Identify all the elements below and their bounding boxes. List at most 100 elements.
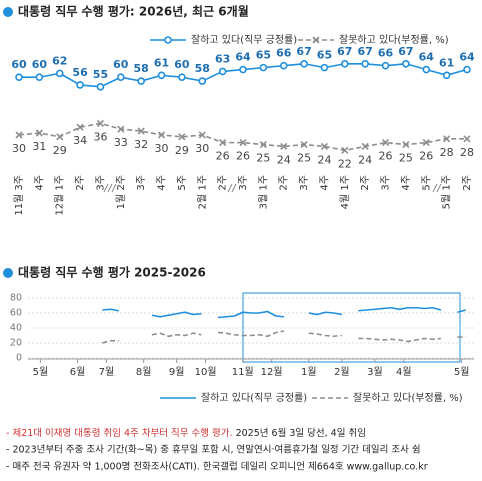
point [320, 142, 329, 151]
x-tick-label: 3주 [381, 175, 392, 191]
data-label: 32 [134, 138, 148, 151]
point [76, 123, 84, 131]
data-label: 62 [52, 54, 67, 67]
data-label: 25 [399, 152, 413, 165]
chart-title: 대통령 직무 수행 평가: 2026년, 최근 6개월 [18, 4, 249, 19]
data-label: 60 [32, 58, 48, 71]
x-tick-label: 4월 [396, 366, 412, 378]
x-tick-label: 5월 [454, 366, 470, 378]
footnote-highlight: - 제21대 이재명 대통령 취임 4주 차부터 직무 수행 평가. [6, 427, 233, 439]
x-tick-label: 5월 1주 [441, 175, 453, 209]
data-label: 24 [277, 153, 291, 166]
point [402, 59, 410, 68]
data-label: 36 [93, 130, 107, 143]
legend-label: 잘못하고 있다(부정률, %) [353, 391, 463, 404]
point [402, 140, 410, 149]
x-tick-label: 3월 1주 [257, 175, 269, 209]
point [361, 59, 369, 68]
y-tick-label: 40 [10, 323, 22, 334]
x-tick-label: 11월 [232, 366, 254, 378]
point [55, 69, 64, 78]
x-tick-label: 11월 3주 [13, 175, 25, 216]
data-label: 63 [215, 52, 230, 65]
data-label: 26 [216, 150, 230, 163]
point [259, 140, 267, 149]
x-tick-label: 5주 [177, 175, 188, 191]
y-tick-label: 80 [10, 293, 22, 304]
point [56, 133, 64, 141]
series-line [102, 306, 466, 319]
data-label: 29 [53, 144, 67, 157]
data-label: 67 [358, 45, 373, 58]
x-tick-label: 6월 [70, 366, 86, 378]
footnote: - 매주 전국 유권자 약 1,000명 전화조사(CATI). 한국갤럽 데일… [6, 461, 428, 473]
data-label: 60 [11, 58, 27, 71]
x-tick-label: 8월 [136, 366, 152, 378]
x-tick-label: 12월 [261, 366, 283, 378]
x-tick-label: 3월 [367, 366, 383, 378]
x-tick-label: 4월 1주 [339, 175, 351, 209]
axis-break [103, 183, 442, 193]
data-label: 58 [134, 62, 149, 75]
data-label: 30 [155, 142, 169, 155]
x-tick-label: 9월 [169, 366, 185, 378]
point [164, 36, 172, 44]
point [443, 135, 451, 143]
data-label: 30 [195, 142, 209, 155]
y-tick-label: 20 [10, 338, 22, 349]
data-label: 25 [297, 152, 311, 165]
data-label: 25 [256, 152, 270, 165]
point [15, 73, 23, 82]
data-label: 24 [358, 153, 372, 166]
point [381, 139, 390, 147]
footnote: - 제21대 이재명 대통령 취임 4주 차부터 직무 수행 평가. 2025년… [6, 427, 366, 439]
x-tick-label: 2주 [279, 175, 290, 191]
point [341, 146, 349, 154]
point [312, 36, 320, 44]
point [157, 71, 166, 80]
x-tick-label: 2월 [334, 366, 350, 378]
y-tick-label: 60 [10, 308, 22, 319]
data-label: 60 [113, 58, 129, 71]
data-label: 28 [460, 146, 474, 159]
point [300, 59, 308, 68]
x-tick-label: 12월 1주 [54, 175, 66, 216]
title-bullet [3, 7, 13, 17]
x-tick-label: 2주 [462, 175, 473, 191]
data-label: 64 [419, 51, 435, 64]
data-label: 66 [378, 47, 394, 60]
x-tick-label: 4주 [401, 175, 412, 191]
x-tick-label: 7월 [99, 366, 115, 378]
data-label: 29 [175, 144, 189, 157]
chart-title: 대통령 직무 수행 평가 2025-2026 [18, 265, 206, 280]
point [35, 73, 44, 82]
x-tick-label: 1월 2주 [115, 175, 127, 209]
point [117, 125, 125, 133]
x-tick-label: 4주 [34, 175, 45, 191]
x-tick-label: 2주 [75, 175, 86, 191]
data-label: 61 [439, 56, 454, 69]
point [300, 140, 308, 149]
point [361, 142, 369, 151]
data-label: 31 [32, 140, 46, 153]
x-tick-label: 5주 [421, 175, 432, 191]
point [280, 142, 288, 151]
data-label: 67 [296, 45, 311, 58]
point [239, 139, 247, 147]
x-tick-label: 10월 [195, 366, 217, 378]
point [15, 131, 23, 139]
highlight-box [242, 292, 461, 363]
data-label: 67 [337, 45, 352, 58]
x-tick-label: 3주 [136, 175, 147, 191]
point [442, 71, 451, 80]
series-line [102, 330, 466, 344]
data-label: 66 [276, 47, 292, 60]
x-tick-label: 4주 [319, 175, 330, 191]
data-label: 64 [459, 51, 475, 64]
data-label: 58 [195, 62, 210, 75]
x-tick-label: 4주 [157, 175, 168, 191]
point [137, 77, 145, 85]
x-tick-label: 3주 [299, 175, 310, 191]
data-label: 30 [12, 142, 26, 155]
